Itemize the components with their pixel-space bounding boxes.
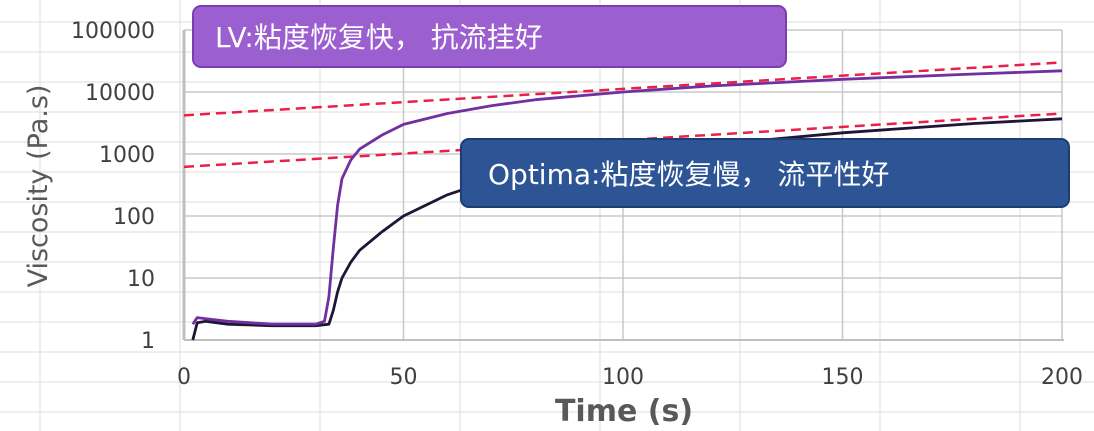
y-axis-label: Viscosity (Pa.s): [23, 85, 54, 288]
x-tick-label: 200: [1041, 365, 1083, 390]
annotation-optima-box: [460, 138, 1070, 208]
x-tick-label: 50: [390, 365, 418, 390]
reference-line: [183, 61, 1063, 117]
annotation-lv-box: [192, 5, 787, 68]
annotation-optima-text: Optima:粘度恢复慢， 流平性好: [488, 158, 889, 191]
y-tick-label: 1000: [99, 143, 155, 168]
y-tick-label: 100000: [71, 19, 155, 44]
y-tick-labels: 1 10 100 1000 10000 100000: [71, 19, 155, 354]
x-tick-label: 150: [822, 365, 864, 390]
y-tick-label: 10: [127, 267, 155, 292]
y-tick-label: 1: [141, 329, 155, 354]
x-tick-label: 0: [177, 365, 191, 390]
x-tick-labels: 0 50 100 150 200: [177, 365, 1083, 390]
annotation-lv-text: LV:粘度恢复快， 抗流挂好: [215, 21, 543, 54]
annotation-lv: LV:粘度恢复快， 抗流挂好: [192, 5, 787, 68]
x-axis-label: Time (s): [555, 394, 693, 429]
series-line: [191, 69, 1063, 326]
y-tick-label: 10000: [85, 81, 155, 106]
annotation-optima: Optima:粘度恢复慢， 流平性好: [460, 138, 1070, 208]
y-tick-label: 100: [113, 205, 155, 230]
x-tick-label: 100: [602, 365, 644, 390]
